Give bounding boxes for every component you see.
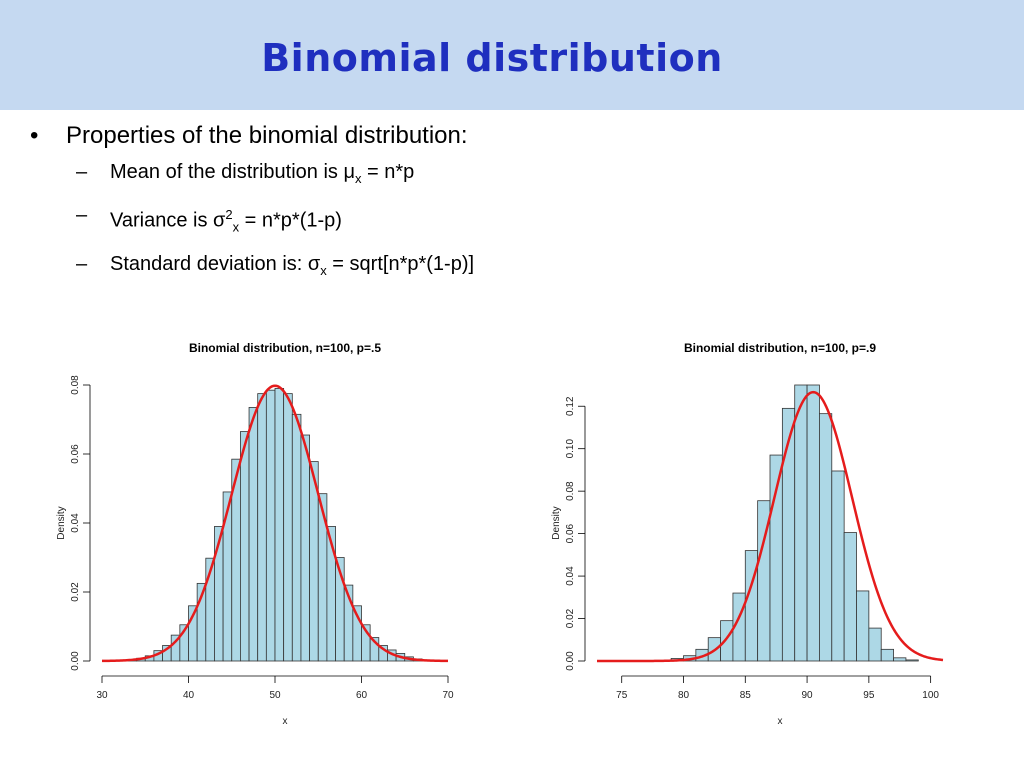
dash-marker: –: [76, 252, 88, 275]
x-axis-label: x: [283, 716, 288, 727]
histogram-bar: [300, 434, 311, 662]
histogram-p05: Binomial distribution, n=100, p=.5 0.00 0.…: [40, 330, 460, 740]
x-tick-label: 80: [678, 690, 690, 701]
y-tick-label: 0.06: [565, 523, 576, 543]
histogram-bar: [248, 407, 259, 662]
histogram-p09: Binomial distribution, n=100, p=.9 0.00 0.…: [535, 330, 955, 740]
x-tick-label: 95: [863, 690, 875, 701]
histogram-bar: [880, 648, 894, 662]
subbullet-mean: – Mean of the distribution is μx = n*p: [30, 154, 474, 197]
x-tick-label: 85: [740, 690, 752, 701]
histogram-bar: [274, 388, 285, 662]
slide-title: Binomial distribution: [261, 36, 723, 80]
dash-marker: –: [76, 161, 88, 183]
y-tick-label: 0.00: [70, 651, 81, 671]
bullet-item: • Properties of the binomial distributio…: [30, 118, 474, 154]
subbullet-variance: – Variance is σ2x = n*p*(1-p): [30, 197, 474, 246]
histogram-bar: [720, 620, 734, 662]
y-tick-label: 0.04: [565, 566, 576, 586]
x-axis-label: x: [778, 716, 783, 727]
subscript: x: [232, 219, 240, 235]
x-tick-label: 90: [802, 690, 814, 701]
histogram-bar: [843, 532, 857, 662]
x-tick-label: 60: [356, 690, 368, 701]
subbullet-text: Variance is σ: [110, 209, 226, 232]
histogram-svg: Binomial distribution, n=100, p=.5 0.00 0.…: [56, 341, 454, 727]
y-tick-label: 0.04: [70, 513, 81, 533]
y-tick-label: 0.02: [565, 608, 576, 628]
y-tick-label: 0.00: [565, 651, 576, 671]
histogram-bar: [831, 470, 845, 662]
bullet-dot: •: [30, 122, 39, 149]
x-tick-label: 75: [616, 690, 628, 701]
histogram-svg: Binomial distribution, n=100, p=.9 0.00 0.…: [551, 341, 944, 727]
x-tick-label: 30: [96, 690, 108, 701]
subbullet-formula: = n*p*(1-p): [239, 209, 342, 232]
subscript: x: [320, 262, 327, 278]
density-curve: [101, 384, 449, 663]
histogram-bar: [856, 590, 870, 662]
title-band: [0, 0, 1024, 110]
histogram-bar: [868, 627, 882, 662]
histogram-bar: [265, 389, 276, 662]
y-tick-label: 0.10: [565, 439, 576, 459]
x-tick-label: 100: [922, 690, 939, 701]
histogram-bar: [257, 393, 267, 662]
y-tick-label: 0.12: [565, 396, 576, 416]
histogram-bar: [905, 659, 919, 662]
bullet-text: Properties of the binomial distribution:: [66, 122, 468, 149]
density-curve: [597, 390, 944, 663]
histogram-bar: [239, 431, 250, 662]
histogram-bar: [781, 407, 796, 662]
subbullet-formula: = n*p: [361, 161, 415, 183]
histogram-bar: [893, 657, 907, 662]
x-tick-label: 40: [183, 690, 195, 701]
y-axis-label: Density: [551, 506, 562, 539]
bullet-list: • Properties of the binomial distributio…: [30, 118, 474, 289]
subbullet-text: Mean of the distribution is μ: [110, 161, 355, 183]
y-tick-label: 0.08: [565, 481, 576, 501]
x-tick-label: 50: [269, 690, 281, 701]
subscript: x: [354, 171, 362, 186]
y-tick-label: 0.02: [70, 582, 81, 602]
histogram-bar: [819, 413, 833, 662]
superscript: 2: [225, 207, 233, 222]
histogram-bar: [806, 384, 820, 662]
dash-marker: –: [76, 204, 88, 226]
chart-title: Binomial distribution, n=100, p=.9: [684, 341, 876, 355]
histogram-bar: [291, 413, 302, 662]
subbullet-formula: = sqrt[n*p*(1-p)]: [326, 252, 475, 275]
histogram-bar: [283, 393, 293, 662]
y-tick-label: 0.08: [70, 375, 81, 395]
subbullet-sd: – Standard deviation is: σx = sqrt[n*p*(…: [30, 246, 474, 289]
chart-title: Binomial distribution, n=100, p=.5: [189, 341, 381, 355]
histogram-bar: [794, 384, 808, 662]
x-tick-label: 70: [442, 690, 454, 701]
y-axis-label: Density: [56, 506, 67, 539]
subbullet-text: Standard deviation is: σ: [110, 252, 321, 275]
y-tick-label: 0.06: [70, 444, 81, 464]
